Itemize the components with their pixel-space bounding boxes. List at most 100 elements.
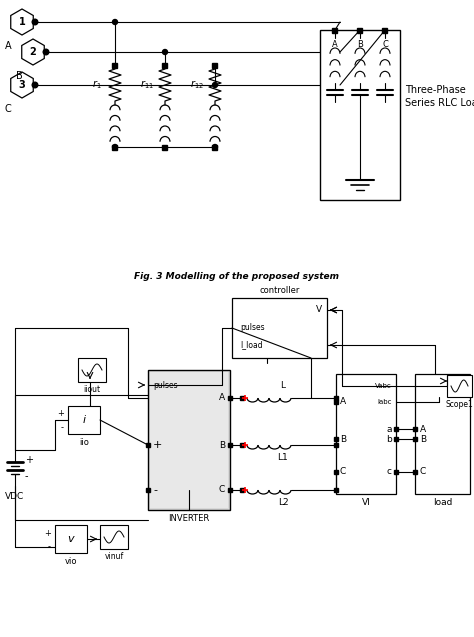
Text: 3: 3 bbox=[18, 80, 26, 90]
Bar bbox=[212, 145, 218, 150]
Text: load: load bbox=[433, 498, 452, 507]
Text: Series RLC Load: Series RLC Load bbox=[405, 98, 474, 108]
Circle shape bbox=[43, 49, 49, 55]
Bar bbox=[146, 443, 150, 447]
Text: A: A bbox=[420, 424, 426, 434]
Bar bbox=[394, 427, 398, 431]
Bar bbox=[336, 374, 396, 494]
Text: controller: controller bbox=[259, 286, 300, 295]
Text: A: A bbox=[5, 41, 11, 51]
Text: C: C bbox=[420, 468, 426, 476]
Circle shape bbox=[212, 145, 218, 150]
Bar bbox=[413, 470, 417, 474]
Text: B: B bbox=[420, 434, 426, 443]
Text: a: a bbox=[386, 424, 392, 434]
Bar bbox=[112, 145, 118, 150]
Bar bbox=[68, 406, 100, 434]
Bar bbox=[112, 62, 118, 68]
Text: b: b bbox=[386, 434, 392, 443]
Text: Scope1: Scope1 bbox=[446, 400, 474, 409]
Bar bbox=[334, 400, 338, 404]
Text: C: C bbox=[382, 40, 388, 49]
Bar bbox=[228, 488, 232, 492]
Text: -: - bbox=[153, 485, 157, 495]
Bar bbox=[148, 370, 230, 510]
Circle shape bbox=[32, 82, 38, 88]
Text: iiout: iiout bbox=[83, 385, 100, 394]
Bar bbox=[228, 396, 232, 400]
Text: -: - bbox=[25, 471, 28, 481]
Text: INVERTER: INVERTER bbox=[168, 514, 210, 523]
Bar bbox=[240, 396, 244, 400]
Bar bbox=[334, 443, 338, 447]
Bar bbox=[413, 437, 417, 441]
Text: +: + bbox=[153, 440, 163, 450]
Text: L2: L2 bbox=[278, 498, 288, 507]
Text: Fig. 3 Modelling of the proposed system: Fig. 3 Modelling of the proposed system bbox=[135, 272, 339, 281]
Text: A: A bbox=[332, 40, 338, 49]
Text: B: B bbox=[16, 71, 22, 81]
Text: +: + bbox=[25, 455, 33, 465]
Bar bbox=[394, 437, 398, 441]
Bar bbox=[228, 443, 232, 447]
Bar bbox=[146, 488, 150, 492]
Text: L: L bbox=[281, 381, 285, 390]
Bar bbox=[394, 470, 398, 474]
Text: vinuf: vinuf bbox=[104, 552, 124, 561]
Bar bbox=[55, 525, 87, 553]
Text: pulses: pulses bbox=[240, 324, 264, 333]
Text: pulses: pulses bbox=[153, 380, 178, 389]
Bar bbox=[334, 488, 338, 492]
Bar bbox=[150, 372, 228, 508]
Text: v: v bbox=[68, 534, 74, 544]
Bar bbox=[334, 396, 338, 400]
Text: vio: vio bbox=[65, 557, 77, 566]
Bar bbox=[334, 470, 338, 474]
Bar bbox=[212, 62, 218, 68]
Bar bbox=[357, 27, 363, 32]
Text: Three-Phase: Three-Phase bbox=[405, 85, 466, 95]
Polygon shape bbox=[11, 72, 33, 98]
Text: VDC: VDC bbox=[5, 492, 25, 501]
Bar bbox=[413, 427, 417, 431]
Text: A: A bbox=[219, 394, 225, 403]
Text: $r_{12}$: $r_{12}$ bbox=[190, 78, 204, 91]
Text: Vabc: Vabc bbox=[375, 383, 392, 389]
Text: C: C bbox=[219, 485, 225, 494]
Text: $r_{11}$: $r_{11}$ bbox=[140, 78, 154, 91]
Text: -: - bbox=[48, 543, 51, 552]
Circle shape bbox=[163, 50, 167, 55]
Bar bbox=[415, 374, 470, 494]
Text: iio: iio bbox=[79, 438, 89, 447]
Text: 1: 1 bbox=[18, 17, 26, 27]
Text: 2: 2 bbox=[29, 47, 36, 57]
Circle shape bbox=[112, 20, 118, 24]
Bar bbox=[163, 62, 167, 68]
Text: VI: VI bbox=[362, 498, 370, 507]
Bar bbox=[100, 525, 128, 549]
Text: +: + bbox=[57, 410, 64, 419]
Text: V: V bbox=[316, 306, 322, 315]
Text: Iabc: Iabc bbox=[377, 399, 392, 405]
Text: B: B bbox=[357, 40, 363, 49]
Text: -: - bbox=[61, 424, 64, 433]
Text: L1: L1 bbox=[278, 453, 288, 462]
Circle shape bbox=[112, 145, 118, 150]
Bar bbox=[383, 27, 388, 32]
Polygon shape bbox=[11, 9, 33, 35]
Text: B: B bbox=[340, 434, 346, 443]
Text: A: A bbox=[340, 397, 346, 406]
Bar bbox=[163, 145, 167, 150]
Circle shape bbox=[32, 19, 38, 25]
Text: i: i bbox=[82, 415, 86, 425]
Text: B: B bbox=[219, 441, 225, 450]
Text: $r_1$: $r_1$ bbox=[92, 78, 102, 91]
Text: C: C bbox=[5, 104, 11, 114]
Bar bbox=[78, 358, 106, 382]
Bar bbox=[232, 298, 327, 358]
Text: +: + bbox=[44, 529, 51, 538]
Text: C: C bbox=[340, 468, 346, 476]
Bar bbox=[334, 437, 338, 441]
Text: I_load: I_load bbox=[240, 341, 263, 350]
Bar bbox=[240, 488, 244, 492]
